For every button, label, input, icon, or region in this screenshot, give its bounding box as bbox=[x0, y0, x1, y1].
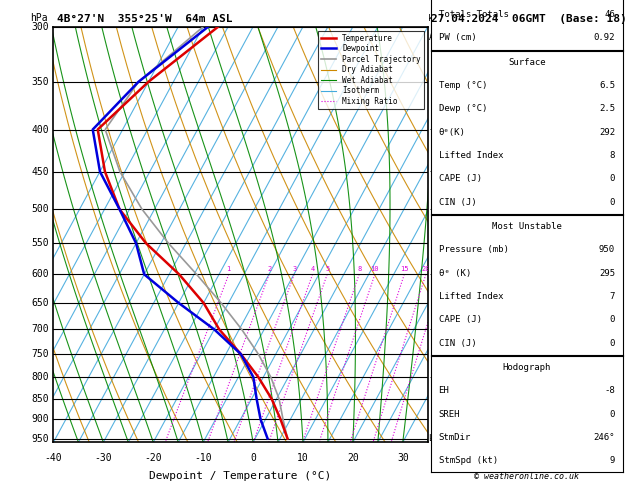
Text: θᵉ (K): θᵉ (K) bbox=[438, 269, 470, 278]
Text: 1: 1 bbox=[226, 266, 231, 272]
Text: 900: 900 bbox=[31, 414, 49, 424]
Text: -8: -8 bbox=[604, 386, 615, 395]
Text: Lifted Index: Lifted Index bbox=[438, 292, 503, 301]
Text: 0: 0 bbox=[250, 452, 256, 463]
Text: 500: 500 bbox=[31, 204, 49, 214]
Text: 20: 20 bbox=[347, 452, 359, 463]
Text: θᵉ(K): θᵉ(K) bbox=[438, 128, 465, 137]
Text: CAPE (J): CAPE (J) bbox=[438, 174, 482, 183]
Text: 46: 46 bbox=[604, 10, 615, 19]
Text: Dewp (°C): Dewp (°C) bbox=[438, 104, 487, 113]
Text: ASL: ASL bbox=[428, 33, 443, 42]
Text: km: km bbox=[428, 14, 438, 22]
Text: 10: 10 bbox=[297, 452, 309, 463]
Text: 5: 5 bbox=[325, 266, 330, 272]
Text: 0: 0 bbox=[610, 339, 615, 347]
Text: 9: 9 bbox=[610, 456, 615, 465]
Text: 246°: 246° bbox=[594, 433, 615, 442]
Text: 30: 30 bbox=[397, 452, 409, 463]
Text: kt: kt bbox=[550, 25, 562, 35]
Text: -7: -7 bbox=[428, 125, 438, 134]
Text: StmDir: StmDir bbox=[438, 433, 470, 442]
Text: CIN (J): CIN (J) bbox=[438, 339, 476, 347]
Text: 300: 300 bbox=[31, 22, 49, 32]
Text: 400: 400 bbox=[31, 124, 49, 135]
Text: 4: 4 bbox=[311, 266, 314, 272]
Text: Totals Totals: Totals Totals bbox=[438, 10, 508, 19]
Text: Pressure (mb): Pressure (mb) bbox=[438, 245, 508, 254]
Text: 550: 550 bbox=[31, 238, 49, 248]
Text: 650: 650 bbox=[31, 298, 49, 308]
Text: Hodograph: Hodograph bbox=[503, 363, 551, 372]
Text: -20: -20 bbox=[145, 452, 162, 463]
Text: 750: 750 bbox=[31, 349, 49, 359]
Text: 0: 0 bbox=[610, 198, 615, 207]
Text: -10: -10 bbox=[194, 452, 212, 463]
Text: Lifted Index: Lifted Index bbox=[438, 151, 503, 160]
Text: -5: -5 bbox=[428, 205, 438, 214]
Text: 27.04.2024  06GMT  (Base: 18): 27.04.2024 06GMT (Base: 18) bbox=[431, 14, 626, 24]
Text: 950: 950 bbox=[599, 245, 615, 254]
Text: 25: 25 bbox=[438, 266, 447, 272]
Text: Surface: Surface bbox=[508, 58, 545, 67]
Text: 4B°27'N  355°25'W  64m ASL: 4B°27'N 355°25'W 64m ASL bbox=[57, 14, 232, 24]
Text: -6: -6 bbox=[428, 167, 438, 176]
Text: Temp (°C): Temp (°C) bbox=[438, 81, 487, 90]
Text: StmSpd (kt): StmSpd (kt) bbox=[438, 456, 498, 465]
Text: 950: 950 bbox=[31, 434, 49, 444]
Text: 700: 700 bbox=[31, 325, 49, 334]
Text: 3: 3 bbox=[292, 266, 296, 272]
Text: 450: 450 bbox=[31, 167, 49, 176]
Text: 0.92: 0.92 bbox=[594, 34, 615, 42]
Text: EH: EH bbox=[438, 386, 449, 395]
Text: © weatheronline.co.uk: © weatheronline.co.uk bbox=[474, 472, 579, 481]
Text: Mixing Ratio (g/kg): Mixing Ratio (g/kg) bbox=[447, 179, 457, 290]
Text: -30: -30 bbox=[94, 452, 112, 463]
Text: 0: 0 bbox=[610, 174, 615, 183]
Text: CIN (J): CIN (J) bbox=[438, 198, 476, 207]
Text: -4: -4 bbox=[428, 270, 438, 279]
Text: -3: -3 bbox=[428, 325, 438, 334]
Text: PW (cm): PW (cm) bbox=[438, 34, 476, 42]
Text: 10: 10 bbox=[370, 266, 379, 272]
Text: 600: 600 bbox=[31, 269, 49, 279]
Text: 295: 295 bbox=[599, 269, 615, 278]
Text: 20: 20 bbox=[421, 266, 430, 272]
Text: 2: 2 bbox=[267, 266, 271, 272]
Text: 8: 8 bbox=[610, 151, 615, 160]
Legend: Temperature, Dewpoint, Parcel Trajectory, Dry Adiabat, Wet Adiabat, Isotherm, Mi: Temperature, Dewpoint, Parcel Trajectory… bbox=[318, 31, 424, 109]
Text: 850: 850 bbox=[31, 394, 49, 404]
Text: 8: 8 bbox=[357, 266, 361, 272]
Text: 800: 800 bbox=[31, 372, 49, 382]
Text: hPa: hPa bbox=[30, 13, 47, 22]
Text: 292: 292 bbox=[599, 128, 615, 137]
Text: 0: 0 bbox=[610, 315, 615, 324]
Text: 350: 350 bbox=[31, 77, 49, 87]
Text: CAPE (J): CAPE (J) bbox=[438, 315, 482, 324]
Text: Most Unstable: Most Unstable bbox=[492, 222, 562, 231]
Text: 2.5: 2.5 bbox=[599, 104, 615, 113]
Text: 7: 7 bbox=[610, 292, 615, 301]
Text: 6.5: 6.5 bbox=[599, 81, 615, 90]
Text: -1: -1 bbox=[428, 434, 438, 443]
Text: 0: 0 bbox=[610, 410, 615, 418]
Text: LCL: LCL bbox=[428, 434, 443, 443]
Text: Dewpoint / Temperature (°C): Dewpoint / Temperature (°C) bbox=[150, 471, 331, 481]
Text: SREH: SREH bbox=[438, 410, 460, 418]
Text: -2: -2 bbox=[428, 373, 438, 382]
Text: 15: 15 bbox=[400, 266, 409, 272]
Text: -40: -40 bbox=[45, 452, 62, 463]
